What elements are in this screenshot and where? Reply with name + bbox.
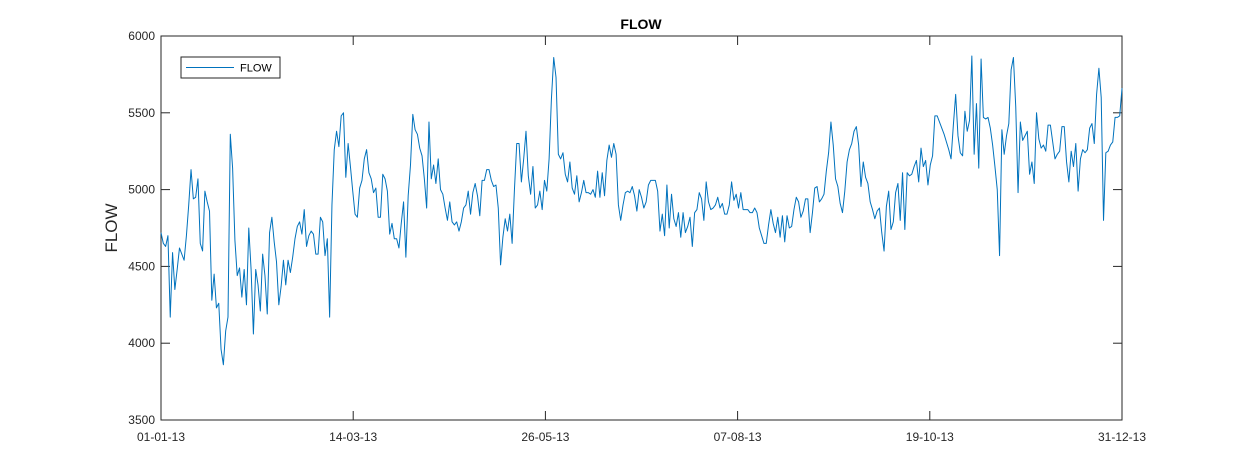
y-tick-label: 5500 [128, 106, 155, 120]
y-tick-label: 5000 [128, 183, 155, 197]
y-tick-label: 4500 [128, 259, 155, 273]
y-tick-label: 3500 [128, 413, 155, 427]
x-tick-label: 07-08-13 [714, 430, 762, 444]
x-tick-label: 26-05-13 [521, 430, 569, 444]
series-group [160, 55, 1123, 366]
y-tick-label: 6000 [128, 29, 155, 43]
y-tick-label: 4000 [128, 336, 155, 350]
axis-ticks: 3500 4000 4500 5000 5500 6000 01-01-13 14-03-13… [128, 29, 1146, 444]
y-axis-label: FLOW [102, 203, 121, 252]
legend: FLOW [180, 56, 281, 79]
x-tick-label: 01-01-13 [137, 430, 185, 444]
plot-area [160, 35, 1123, 421]
legend-label: FLOW [240, 63, 272, 75]
chart-title: FLOW [620, 16, 662, 32]
x-tick-label: 19-10-13 [906, 430, 954, 444]
series-line-flow [160, 55, 1123, 366]
x-tick-label: 14-03-13 [329, 430, 377, 444]
x-tick-label: 31-12-13 [1098, 430, 1146, 444]
